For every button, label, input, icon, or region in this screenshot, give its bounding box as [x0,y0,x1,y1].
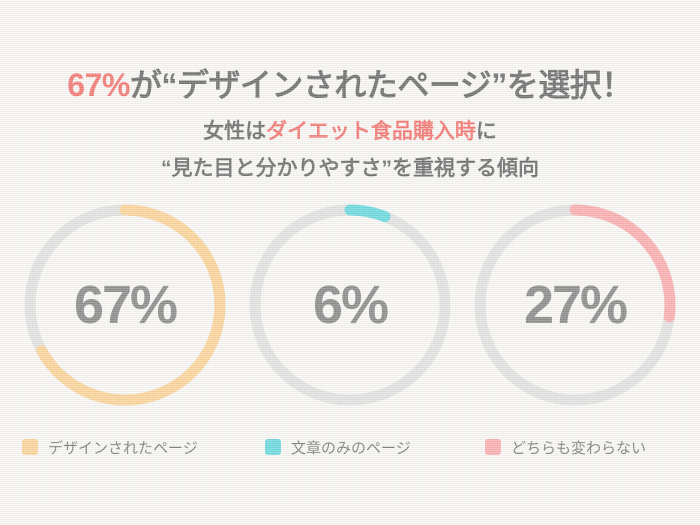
donut-arc-0 [24,204,226,406]
donut-value-1: 6% [312,275,389,335]
headline-accent-percentage: 67% [67,67,130,103]
legend-label-1: 文章のみのページ [291,439,411,457]
donut-chart-designed-page: 67% [15,195,235,415]
subtitle-line1-post: に [475,120,497,143]
donut-value-2: 27% [523,275,628,335]
legend-item-designed-page: デザインされたページ [22,434,198,460]
subtitle-line1-pre: 女性は [203,120,267,143]
donut-arc-1 [249,204,451,406]
legend-item-no-difference: どちらも変わらない [485,434,646,460]
headline-rest: が“デザインされたページ”を選択！ [129,67,633,103]
subtitle-line-2: “見た目と分かりやすさ”を重視する傾向 [161,157,539,180]
donut-svg-2 [474,204,676,406]
legend-label-2: どちらも変わらない [511,439,647,457]
legend-swatch-icon-1 [265,439,281,455]
legend-swatch-icon-0 [22,439,38,455]
donut-value-0: 67% [73,275,178,335]
donut-arc-2 [474,204,676,406]
page-title: 67%が“デザインされたページ”を選択！ [0,60,700,106]
donut-chart-no-difference: 27% [465,195,685,415]
chart-legend: デザインされたページ 文章のみのページ どちらも変わらない [0,434,700,460]
donut-chart-group: 67% 6% 27% [0,195,700,415]
legend-label-0: デザインされたページ [48,439,198,457]
legend-item-text-only-page: 文章のみのページ [265,434,411,460]
legend-swatch-icon-2 [485,439,501,455]
subtitle-line-1: 女性はダイエット食品購入時に [0,115,700,145]
donut-chart-text-only-page: 6% [240,195,460,415]
subtitle-line1-accent: ダイエット食品購入時 [266,120,476,143]
donut-svg-1 [249,204,451,406]
donut-svg-0 [24,204,226,406]
